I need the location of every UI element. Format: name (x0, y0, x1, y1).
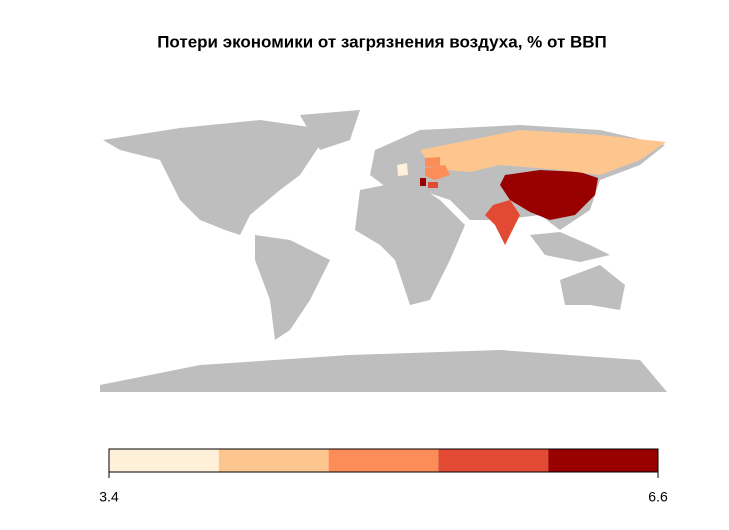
region (428, 182, 438, 188)
north-america (103, 120, 330, 235)
colorbar-bin (218, 449, 329, 472)
region (425, 165, 450, 180)
colorbar-bin (328, 449, 439, 472)
region (485, 200, 520, 245)
colorbar: 3.4 6.6 (99, 448, 668, 505)
region (425, 157, 440, 167)
regions (397, 130, 666, 245)
region (397, 163, 408, 176)
colorbar-bin (438, 449, 549, 472)
southeast-asia (530, 232, 610, 262)
region (420, 178, 426, 186)
greenland (300, 110, 360, 150)
colorbar-frame (108, 448, 659, 473)
colorbar-bin (109, 449, 219, 472)
south-america (255, 235, 330, 340)
colorbar-bin (548, 449, 658, 472)
region (500, 170, 598, 220)
antarctica (100, 350, 667, 392)
colorbar-tick-label: 6.6 (648, 489, 668, 505)
australia (560, 265, 625, 310)
region (420, 130, 666, 175)
africa (355, 180, 465, 305)
colorbar-tick-label: 3.4 (99, 489, 119, 505)
chart-title: Потери экономики от загрязнения воздуха,… (157, 32, 607, 51)
